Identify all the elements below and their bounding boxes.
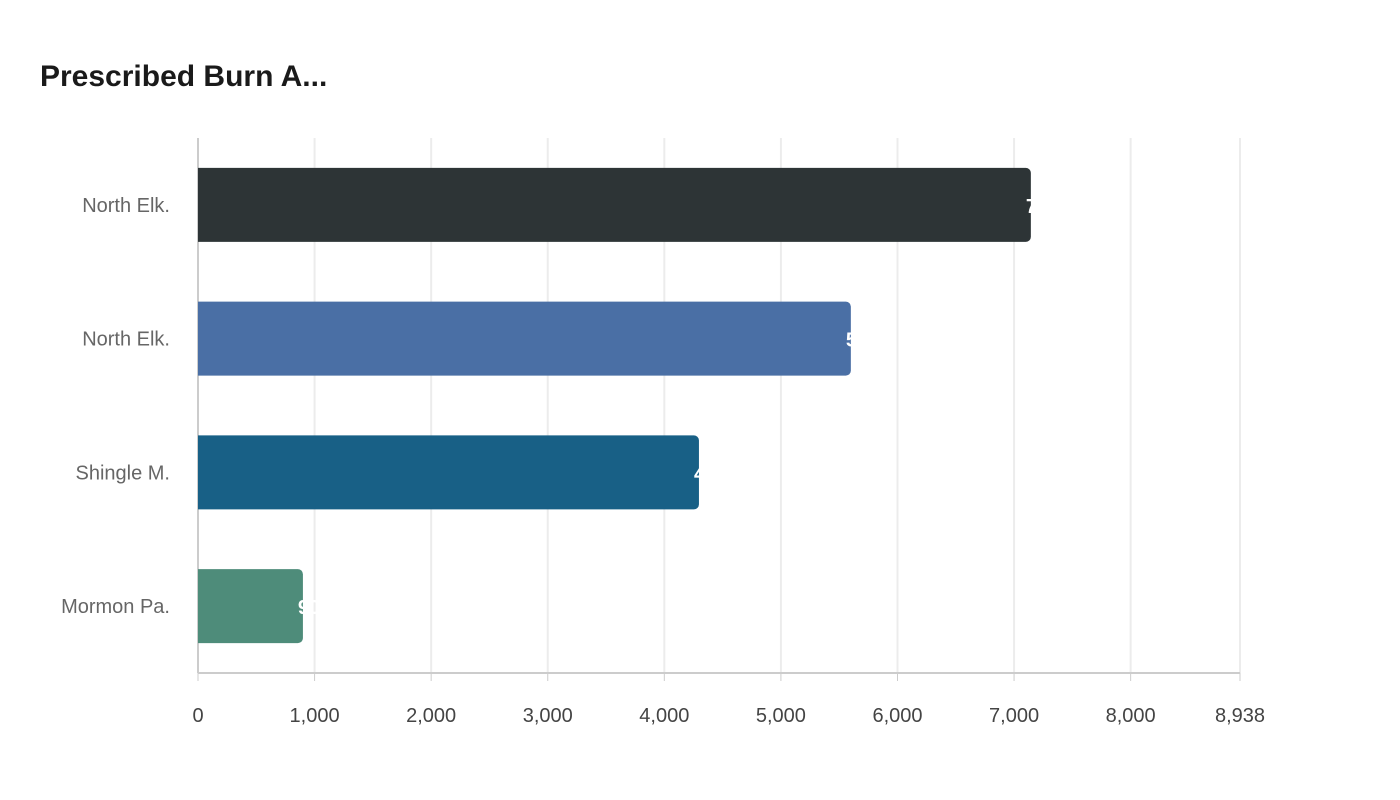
x-tick-label: 0 [192, 705, 203, 727]
data-label: 7,144 [1026, 196, 1077, 218]
x-tick-label: 3,000 [523, 705, 573, 727]
bar [198, 569, 303, 644]
category-label: North Elk. [82, 195, 170, 217]
bar [198, 435, 699, 510]
x-tick-label: 6,000 [872, 705, 922, 727]
x-tick-label: 1,000 [290, 705, 340, 727]
data-label: 5,600 [846, 330, 896, 352]
data-label: 900 [298, 597, 331, 619]
bar [198, 167, 1031, 242]
x-tick-label: 7,000 [989, 705, 1039, 727]
chart-title: Prescribed Burn A... [40, 60, 328, 93]
bar [198, 301, 851, 376]
x-tick-label: 8,938 [1215, 705, 1265, 727]
x-tick-label: 4,000 [639, 705, 689, 727]
x-tick-label: 8,000 [1106, 705, 1156, 727]
category-label: North Elk. [82, 329, 170, 351]
category-label: Mormon Pa. [61, 596, 170, 618]
data-label: 4,297 [694, 463, 744, 485]
x-tick-label: 2,000 [406, 705, 456, 727]
category-label: Shingle M. [76, 462, 171, 484]
x-tick-label: 5,000 [756, 705, 806, 727]
